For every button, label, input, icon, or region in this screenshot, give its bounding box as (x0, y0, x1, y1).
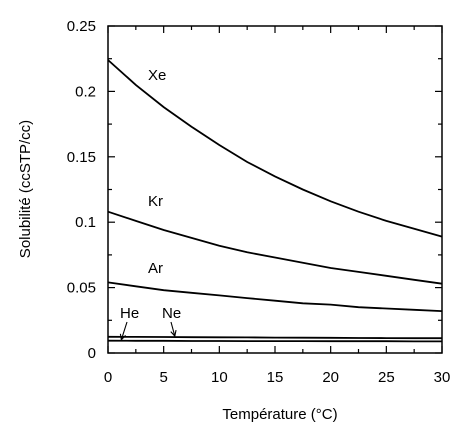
series-label-kr: Kr (148, 193, 163, 210)
ne-arrow (170, 321, 176, 337)
series-label-xe: Xe (148, 67, 166, 84)
y-tick-label: 0 (88, 345, 96, 362)
series-line-kr (107, 210, 443, 285)
series-line-xe (107, 59, 443, 238)
series-label-ar: Ar (148, 260, 163, 277)
ne-arrow-head (170, 330, 177, 338)
x-tick-label: 10 (211, 369, 228, 386)
x-tick-label: 15 (267, 369, 284, 386)
labels-layer: Xe Kr Ar Ne He (119, 67, 181, 341)
curves-layer (107, 59, 443, 343)
plot-frame (107, 25, 443, 354)
series-line-he (107, 339, 442, 343)
ticks-layer: 0 5 10 15 20 25 30 0 0.05 0.1 0.15 0.2 0.25 (67, 18, 451, 386)
x-tick-label: 30 (434, 369, 451, 386)
series-line-ar (107, 281, 443, 312)
x-tick-label: 25 (378, 369, 395, 386)
series-label-he: He (120, 305, 139, 322)
y-tick-label: 0.15 (67, 149, 96, 166)
he-arrow-head (119, 333, 126, 341)
y-axis-title: Solubilité (ccSTP/cc) (17, 120, 34, 258)
series-label-ne: Ne (162, 305, 181, 322)
y-tick-label: 0.05 (67, 280, 96, 297)
x-tick-label: 20 (322, 369, 339, 386)
y-tick-label: 0.2 (75, 83, 96, 100)
x-tick-label: 5 (159, 369, 167, 386)
y-tick-label: 0.1 (75, 214, 96, 231)
he-arrow (120, 321, 128, 340)
x-tick-label: 0 (104, 369, 112, 386)
y-tick-label: 0.25 (67, 18, 96, 35)
series-line-ne (107, 335, 442, 340)
x-axis-title: Température (°C) (222, 406, 337, 423)
